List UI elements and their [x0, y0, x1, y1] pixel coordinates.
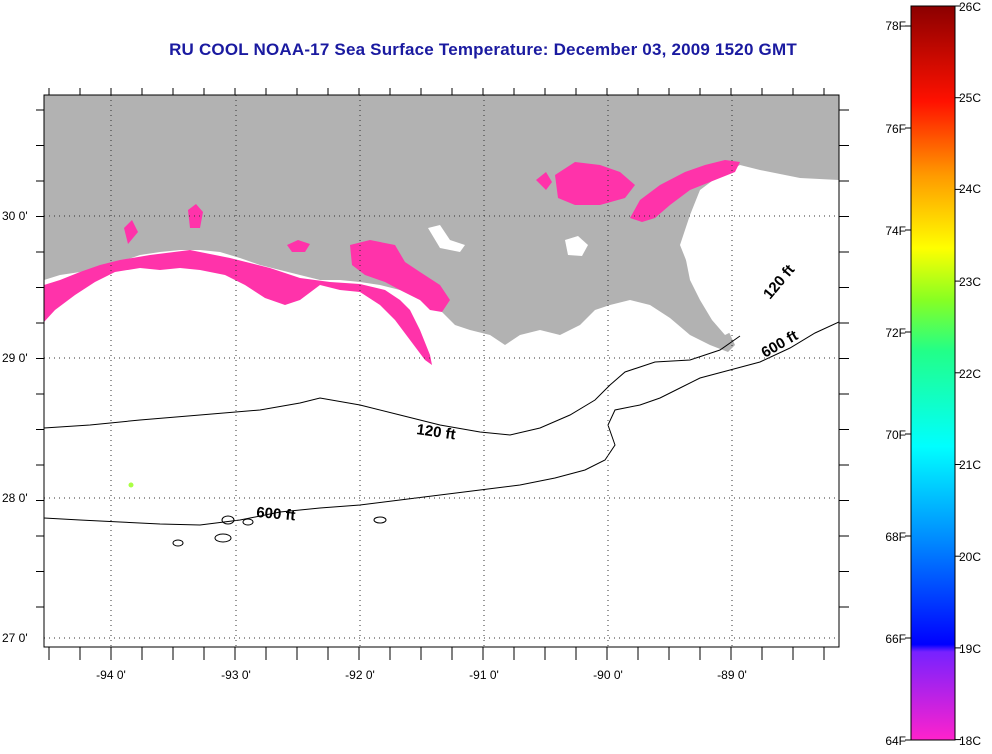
bathy-ring-1	[221, 515, 235, 525]
isobath-600ft-line	[44, 321, 839, 526]
lat-label: 29 0'	[2, 351, 28, 365]
colorbar-c-label: 19C	[959, 642, 981, 656]
cold-sst-region-east	[630, 160, 740, 222]
land-area	[44, 95, 839, 352]
lon-label: -92 0'	[345, 668, 375, 682]
isobath-120ft-line	[44, 335, 741, 436]
colorbar-f-label: 74F	[885, 224, 906, 238]
colorbar-c-label: 26C	[959, 0, 981, 14]
colorbar-c-label: 20C	[959, 550, 981, 564]
colorbar-f-label: 76F	[885, 122, 906, 136]
graticule	[44, 95, 839, 647]
lon-label: -90 0'	[593, 668, 623, 682]
colorbar-c-label: 18C	[959, 734, 981, 748]
map-title: RU COOL NOAA-17 Sea Surface Temperature:…	[169, 40, 797, 59]
lon-label: -89 0'	[717, 668, 747, 682]
colorbar	[910, 5, 956, 741]
warm-anomaly-dot	[128, 482, 134, 488]
inland-water-3	[685, 178, 800, 335]
contour-label-120ft: 120 ft	[415, 421, 456, 443]
lon-label: -93 0'	[221, 668, 251, 682]
colorbar-c-label: 23C	[959, 275, 981, 289]
bathy-ring-4	[242, 518, 254, 526]
colorbar-c-label: 25C	[959, 91, 981, 105]
colorbar-f-label: 68F	[885, 530, 906, 544]
axis-ticks	[36, 88, 849, 660]
colorbar-c-label: 22C	[959, 367, 981, 381]
cold-sst-small-1	[188, 204, 203, 228]
inland-water-1	[565, 236, 588, 256]
colorbar-f-label: 66F	[885, 632, 906, 646]
cold-sst-small-4	[536, 172, 552, 190]
cold-sst-region-bay	[350, 240, 450, 312]
lat-label: 28 0'	[2, 491, 28, 505]
bathy-ring-2	[214, 533, 232, 543]
colorbar-f-label: 78F	[885, 19, 906, 33]
colorbar-ticks	[905, 5, 961, 741]
contour-label-600ft: 600 ft	[256, 504, 297, 524]
inland-water-2	[428, 225, 465, 252]
cold-sst-small-2	[124, 220, 138, 244]
colorbar-f-label: 70F	[885, 428, 906, 442]
cold-sst-region-west	[44, 250, 432, 365]
cold-sst-region-lake	[555, 162, 635, 205]
bathy-ring-5	[373, 516, 387, 524]
colorbar-c-label: 21C	[959, 458, 981, 472]
map-frame	[43, 94, 840, 648]
lon-label: -94 0'	[96, 668, 126, 682]
colorbar-f-label: 64F	[885, 734, 906, 748]
colorbar-f-label: 72F	[885, 326, 906, 340]
lat-label: 27 0'	[2, 631, 28, 645]
lon-label: -91 0'	[469, 668, 499, 682]
bathy-ring-3	[172, 539, 184, 547]
colorbar-c-label: 24C	[959, 182, 981, 196]
cold-sst-small-3	[287, 240, 310, 252]
lat-label: 30 0'	[2, 209, 28, 223]
